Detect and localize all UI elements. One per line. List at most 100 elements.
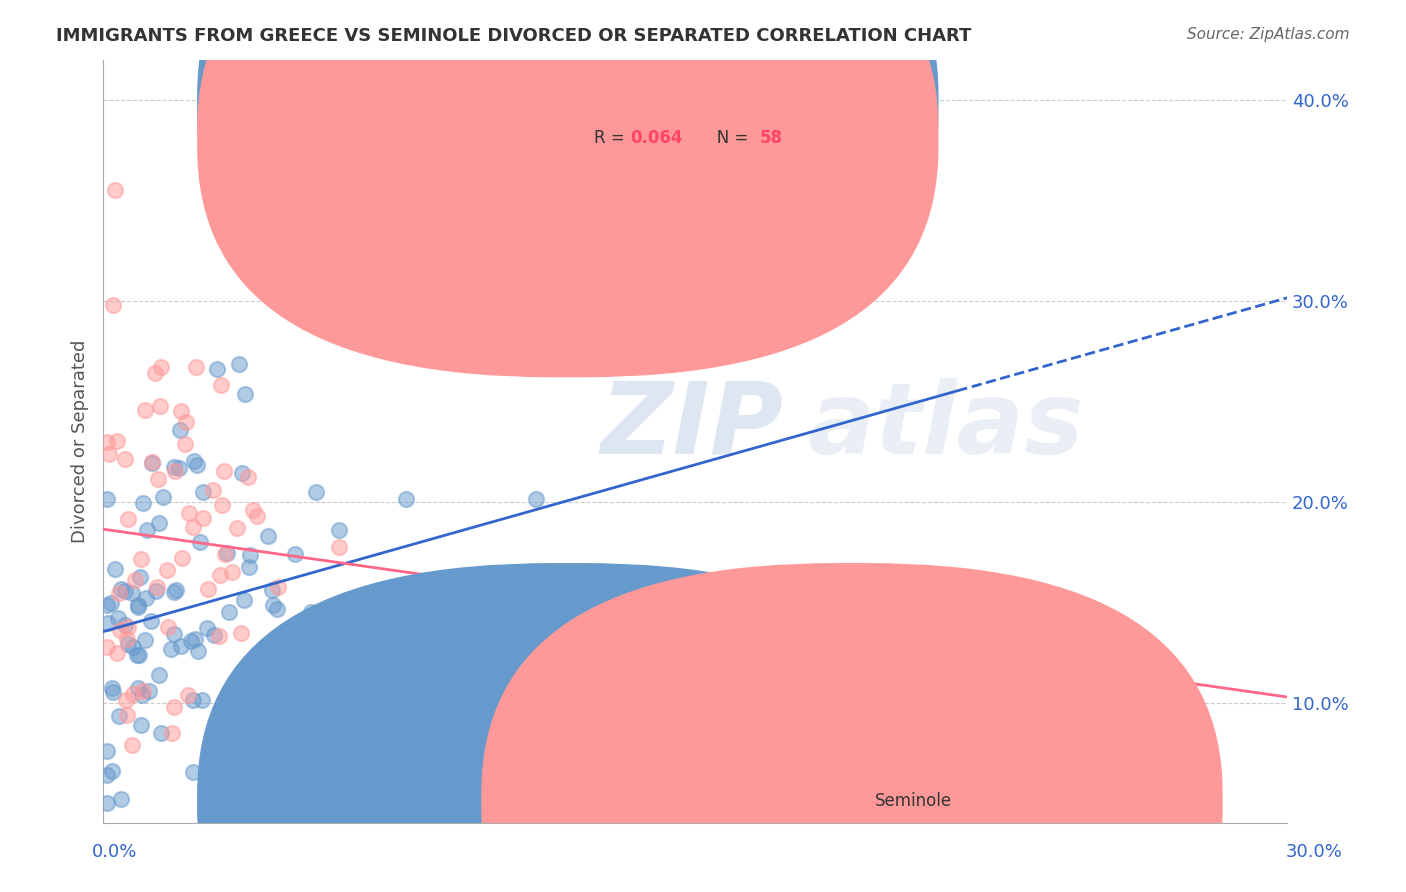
Point: [163, 460, 186, 475]
Point: [214, 547, 236, 561]
Point: [257, 529, 280, 543]
Point: [228, 357, 250, 371]
Point: [233, 593, 256, 607]
Point: [181, 764, 204, 779]
Point: [121, 586, 143, 600]
Point: [96, 599, 118, 613]
Text: Source: ZipAtlas.com: Source: ZipAtlas.com: [1187, 27, 1350, 42]
Point: [132, 684, 155, 698]
Point: [526, 491, 548, 506]
Point: [107, 611, 129, 625]
Point: [96, 640, 118, 654]
Point: [229, 626, 252, 640]
Point: [105, 646, 128, 660]
Text: N =: N =: [702, 128, 754, 146]
Point: [188, 534, 211, 549]
Point: [211, 498, 233, 512]
Point: [191, 693, 214, 707]
Point: [101, 684, 124, 698]
Point: [264, 702, 287, 716]
Point: [208, 629, 231, 643]
Point: [163, 699, 186, 714]
Point: [117, 632, 139, 646]
Point: [209, 378, 232, 392]
Point: [127, 599, 149, 614]
Point: [117, 620, 139, 634]
Point: [284, 547, 307, 561]
Text: Immigrants from Greece: Immigrants from Greece: [591, 792, 794, 810]
Point: [160, 726, 183, 740]
Point: [110, 792, 132, 806]
Point: [183, 454, 205, 468]
Point: [215, 546, 238, 560]
Point: [180, 634, 202, 648]
Point: [260, 583, 283, 598]
Point: [253, 685, 276, 699]
Point: [165, 464, 187, 478]
Point: [239, 548, 262, 562]
Point: [107, 585, 129, 599]
Point: [114, 617, 136, 632]
Point: [339, 726, 361, 740]
Point: [163, 584, 186, 599]
Point: [129, 718, 152, 732]
Point: [197, 582, 219, 596]
Point: [208, 567, 231, 582]
Point: [141, 455, 163, 469]
Point: [145, 584, 167, 599]
Point: [127, 681, 149, 696]
Point: [218, 606, 240, 620]
Point: [129, 570, 152, 584]
Point: [114, 583, 136, 598]
Point: [122, 687, 145, 701]
Point: [146, 472, 169, 486]
Text: 0.249: 0.249: [630, 95, 683, 112]
Point: [186, 458, 208, 473]
Point: [149, 726, 172, 740]
Point: [181, 520, 204, 534]
Point: [141, 456, 163, 470]
Point: [170, 639, 193, 653]
Point: [299, 605, 322, 619]
Point: [195, 621, 218, 635]
Point: [135, 591, 157, 605]
FancyBboxPatch shape: [198, 564, 938, 892]
Text: R =: R =: [595, 128, 630, 146]
FancyBboxPatch shape: [198, 0, 938, 376]
Point: [135, 523, 157, 537]
Point: [100, 596, 122, 610]
Point: [328, 523, 350, 537]
Point: [184, 632, 207, 646]
Point: [138, 684, 160, 698]
Point: [170, 551, 193, 566]
Point: [262, 598, 284, 612]
Point: [127, 598, 149, 612]
Point: [174, 437, 197, 451]
Point: [377, 671, 399, 685]
Point: [163, 627, 186, 641]
Point: [177, 688, 200, 702]
Text: ZIP: ZIP: [600, 378, 783, 475]
Text: atlas: atlas: [807, 378, 1084, 475]
Point: [145, 580, 167, 594]
Point: [212, 464, 235, 478]
Point: [117, 636, 139, 650]
Point: [108, 708, 131, 723]
Point: [152, 490, 174, 504]
Point: [179, 506, 201, 520]
Point: [271, 786, 294, 800]
Text: IMMIGRANTS FROM GREECE VS SEMINOLE DIVORCED OR SEPARATED CORRELATION CHART: IMMIGRANTS FROM GREECE VS SEMINOLE DIVOR…: [56, 27, 972, 45]
Point: [167, 461, 190, 475]
Point: [304, 484, 326, 499]
Point: [101, 297, 124, 311]
Point: [187, 644, 209, 658]
Text: 0.064: 0.064: [630, 128, 682, 146]
Point: [148, 667, 170, 681]
Point: [129, 551, 152, 566]
Point: [97, 616, 120, 631]
Point: [96, 744, 118, 758]
Point: [148, 399, 170, 413]
Point: [246, 508, 269, 523]
Point: [156, 562, 179, 576]
Text: 30.0%: 30.0%: [1286, 843, 1343, 861]
